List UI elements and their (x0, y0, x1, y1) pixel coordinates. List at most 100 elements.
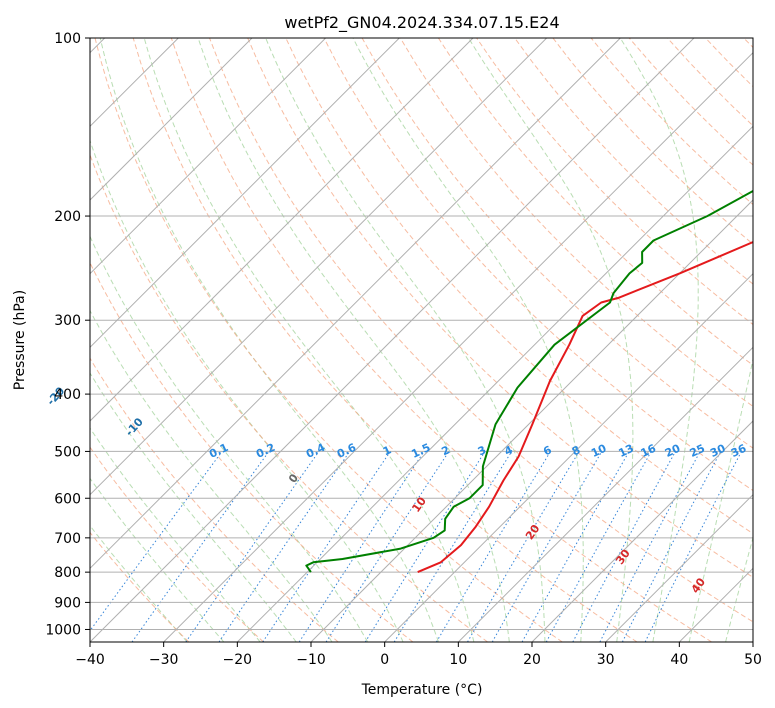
x-tick-label: −30 (149, 652, 179, 668)
dry-adiabat (323, 38, 753, 492)
x-tick-label: 30 (597, 652, 615, 668)
mixing-ratio-line (325, 451, 450, 642)
mixing-ratio-label: 6 (541, 443, 554, 458)
moist-adiabat (197, 38, 510, 642)
x-tick-label: 20 (523, 652, 541, 668)
x-tick-label: −20 (223, 652, 253, 668)
mixing-ratio-label: 0.1 (207, 441, 230, 461)
x-tick-label: 50 (744, 652, 762, 668)
temperature-profile (417, 240, 753, 574)
mixing-ratio-label: 10 (589, 442, 609, 460)
isotherm-gridline (163, 51, 753, 642)
dry-adiabat (90, 446, 264, 642)
moist-adiabat-label: 10 (409, 494, 429, 514)
dry-adiabat (552, 38, 753, 245)
moist-adiabat (90, 139, 404, 642)
moist-adiabat (90, 477, 225, 642)
moist-adiabat (619, 38, 699, 642)
y-tick-label: 100 (54, 31, 81, 47)
isotherm-gridline (310, 199, 753, 642)
isotherm-gridline (90, 38, 695, 642)
isotherm-gridline (752, 641, 753, 642)
mixing-ratio-line (572, 451, 676, 642)
y-tick-label: 600 (54, 491, 81, 507)
y-tick-label: 1000 (45, 622, 81, 638)
isotherm-gridline (90, 38, 474, 422)
y-axis-label: Pressure (hPa) (12, 290, 28, 390)
dry-adiabat (437, 38, 753, 366)
moist-adiabat (90, 427, 261, 642)
x-tick-label: −10 (296, 652, 326, 668)
mixing-ratio-label: 16 (639, 442, 659, 460)
y-tick-label: 500 (54, 444, 81, 460)
mixing-ratio-line (435, 451, 552, 642)
moist-adiabat (90, 235, 369, 642)
isotherm-gridline (531, 420, 753, 642)
x-tick-label: 40 (670, 652, 688, 668)
moist-adiabat-label: 0 (286, 471, 301, 485)
y-tick-label: 900 (54, 595, 81, 611)
moist-adiabat (90, 524, 188, 642)
x-axis-label: Temperature (°C) (361, 682, 483, 698)
moist-adiabat (352, 38, 584, 642)
isotherm-gridline (678, 567, 753, 642)
dry-adiabat (361, 38, 753, 449)
moist-adiabat (265, 38, 546, 642)
y-tick-label: 700 (54, 531, 81, 547)
mixing-ratio-label: 1.5 (409, 441, 432, 461)
isotherm-gridline (90, 38, 621, 570)
dry-adiabat (90, 261, 414, 642)
moist-adiabat (143, 38, 475, 642)
moist-adiabat (90, 309, 333, 642)
mixing-ratio-line (218, 451, 351, 642)
mixing-ratio-label: 0.6 (335, 441, 358, 461)
isotherm-gridline (384, 272, 753, 642)
moist-adiabat-label: 30 (613, 547, 633, 567)
x-tick-label: −40 (75, 652, 105, 668)
mixing-ratio-line (393, 451, 513, 642)
mixing-ratio-label: 20 (663, 442, 683, 460)
line-labels: -100-90-80-70-60-50-40-30-20-100.10.20.4… (44, 384, 749, 595)
y-tick-label: 400 (54, 387, 81, 403)
mixing-ratio-label: 13 (617, 442, 636, 460)
mixing-ratio-label: 36 (729, 442, 749, 460)
isotherm-gridline (90, 38, 548, 496)
chart-title: wetPf2_GN04.2024.334.07.15.E24 (284, 13, 559, 33)
y-tick-label: 300 (54, 313, 81, 329)
mixing-ratio-line (545, 451, 652, 642)
dry-adiabat (514, 38, 753, 285)
axes: −40 −30 −20 −10 0 10 20 30 40 5010020030040050060… (45, 31, 762, 668)
mixing-ratio-label: 4 (502, 443, 515, 458)
dry-adiabat (247, 38, 753, 578)
mixing-ratio-line (599, 451, 701, 642)
dry-adiabat (170, 38, 712, 642)
mixing-ratio-label: 0.4 (304, 441, 327, 461)
mixing-ratio-line (185, 451, 320, 642)
dry-adiabat (90, 531, 190, 642)
skewt-grid (90, 38, 753, 642)
isotherm-gridline (457, 346, 753, 642)
mixing-ratio-line (262, 451, 391, 642)
dry-adiabat (90, 153, 488, 642)
y-tick-label: 800 (54, 565, 81, 581)
mixing-ratio-line (298, 451, 425, 642)
mixing-ratio-label: 30 (708, 442, 728, 460)
dry-adiabat-label: -10 (123, 415, 146, 439)
x-tick-label: 0 (380, 652, 389, 668)
moist-adiabat-label: 20 (523, 522, 543, 542)
mixing-ratio-line (90, 451, 223, 632)
moist-adiabat-label: 40 (689, 575, 709, 595)
isotherm-gridline (90, 38, 327, 275)
dry-adiabat (94, 38, 563, 642)
sounding-profiles (305, 189, 753, 574)
moist-adiabat (468, 38, 634, 642)
x-tick-label: 10 (449, 652, 467, 668)
dry-adiabat (743, 38, 753, 49)
mixing-ratio-line (644, 451, 742, 642)
dry-adiabat (209, 38, 753, 623)
y-tick-label: 200 (54, 209, 81, 225)
plot-frame (89, 37, 754, 643)
mixing-ratio-line (621, 451, 722, 642)
mixing-ratio-label: 1 (381, 443, 393, 458)
